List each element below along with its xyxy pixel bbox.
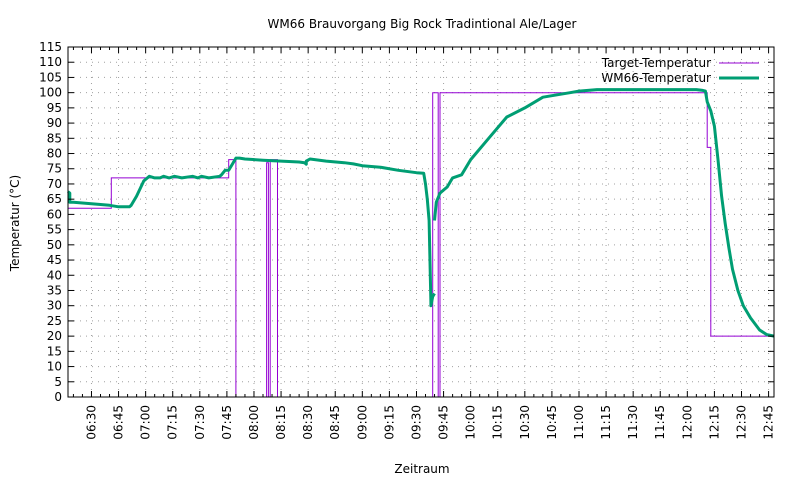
x-tick-label: 11:45 <box>653 405 667 440</box>
x-tick-label: 12:00 <box>680 405 694 440</box>
x-tick-label: 10:30 <box>518 405 532 440</box>
y-axis-label: Temperatur (°C) <box>8 175 22 272</box>
y-tick-label: 25 <box>47 314 62 328</box>
y-tick-label: 60 <box>47 207 62 221</box>
y-tick-label: 85 <box>47 131 62 145</box>
legend: Target-Temperatur WM66-Temperatur <box>601 56 759 85</box>
y-tick-label: 5 <box>54 375 62 389</box>
y-tick-label: 40 <box>47 268 62 282</box>
y-tick-label: 15 <box>47 344 62 358</box>
series-layer <box>67 88 775 398</box>
y-tick-label: 110 <box>39 55 62 69</box>
series-line-wm66 <box>433 88 775 338</box>
x-tick-label: 09:30 <box>409 405 423 440</box>
x-tick-label: 06:45 <box>112 405 126 440</box>
x-tick-label: 11:30 <box>626 405 640 440</box>
x-tick-label: 11:15 <box>599 405 613 440</box>
x-tick-label: 11:00 <box>572 405 586 440</box>
legend-label-target: Target-Temperatur <box>601 56 711 70</box>
y-tick-label: 50 <box>47 238 62 252</box>
x-tick-label: 10:15 <box>491 405 505 440</box>
x-tick-label: 12:30 <box>734 405 748 440</box>
y-tick-label: 45 <box>47 253 62 267</box>
chart-title: WM66 Brauvorgang Big Rock Tradintional A… <box>268 17 577 31</box>
x-tick-label: 09:00 <box>355 405 369 440</box>
x-tick-label: 12:15 <box>707 405 721 440</box>
x-tick-label: 08:00 <box>247 405 261 440</box>
x-tick-label: 10:00 <box>464 405 478 440</box>
x-tick-label: 06:30 <box>84 405 98 440</box>
ticks: 0510152025303540455055606570758085909510… <box>39 40 775 440</box>
x-tick-label: 08:15 <box>274 405 288 440</box>
y-tick-label: 30 <box>47 299 62 313</box>
x-tick-label: 09:45 <box>437 405 451 440</box>
x-tick-label: 10:45 <box>545 405 559 440</box>
y-tick-label: 55 <box>47 223 62 237</box>
legend-label-wm66: WM66-Temperatur <box>601 71 711 85</box>
y-tick-label: 80 <box>47 147 62 161</box>
y-tick-label: 10 <box>47 360 62 374</box>
x-tick-label: 08:45 <box>328 405 342 440</box>
y-tick-label: 100 <box>39 86 62 100</box>
plot-frame <box>67 46 775 398</box>
y-tick-label: 105 <box>39 70 62 84</box>
y-tick-label: 75 <box>47 162 62 176</box>
y-tick-label: 20 <box>47 329 62 343</box>
series-line-wm66 <box>67 156 436 308</box>
grid <box>68 47 774 397</box>
y-tick-label: 65 <box>47 192 62 206</box>
x-tick-label: 08:30 <box>301 405 315 440</box>
y-tick-label: 70 <box>47 177 62 191</box>
x-tick-label: 09:15 <box>382 405 396 440</box>
x-axis-label: Zeitraum <box>394 462 449 476</box>
y-tick-label: 115 <box>39 40 62 54</box>
x-tick-label: 07:30 <box>193 405 207 440</box>
y-tick-label: 95 <box>47 101 62 115</box>
y-tick-label: 35 <box>47 283 62 297</box>
x-tick-label: 07:00 <box>139 405 153 440</box>
y-tick-label: 90 <box>47 116 62 130</box>
x-tick-label: 07:45 <box>220 405 234 440</box>
x-tick-label: 07:15 <box>166 405 180 440</box>
x-tick-label: 12:45 <box>762 405 776 440</box>
y-tick-label: 0 <box>54 390 62 404</box>
